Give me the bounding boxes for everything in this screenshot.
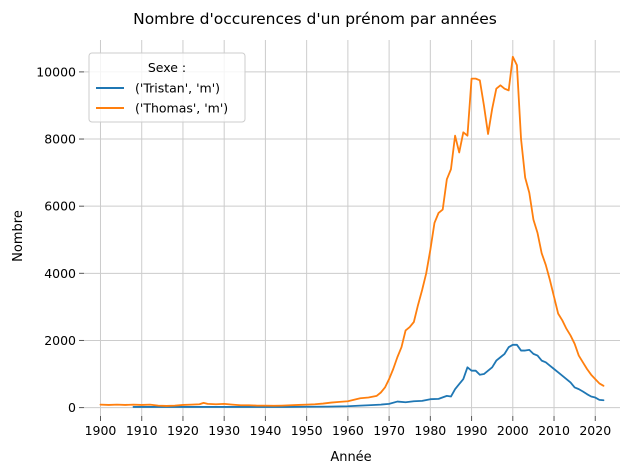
legend-label-tristan: ('Tristan', 'm')	[135, 81, 220, 96]
x-axis-label: Année	[330, 450, 371, 465]
x-tick-label: 1900	[85, 423, 117, 438]
x-tick-label: 1990	[456, 423, 488, 438]
x-tick-label: 1910	[126, 423, 158, 438]
x-tick-label: 2010	[538, 423, 570, 438]
series-line-tristan	[132, 343, 605, 408]
series-line-thomas	[99, 55, 605, 407]
x-tick-label: 1970	[373, 423, 405, 438]
chart-title: Nombre d'occurences d'un prénom par anné…	[133, 10, 497, 28]
x-tick-label: 1960	[332, 423, 364, 438]
y-axis-ticks: 0 2000 4000 6000 8000 10000	[36, 64, 84, 415]
y-axis-label: Nombre	[11, 210, 26, 262]
legend: Sexe : ('Tristan', 'm') ('Thomas', 'm')	[88, 52, 246, 123]
x-tick-label: 1920	[167, 423, 199, 438]
x-tick-label: 1940	[250, 423, 282, 438]
legend-label-thomas: ('Thomas', 'm')	[135, 101, 228, 116]
x-tick-label: 1980	[414, 423, 446, 438]
x-tick-label: 1950	[291, 423, 323, 438]
y-tick-label: 0	[68, 400, 76, 415]
y-tick-label: 4000	[44, 266, 76, 281]
legend-title: Sexe :	[148, 60, 186, 75]
y-tick-label: 2000	[44, 333, 76, 348]
y-tick-label: 8000	[44, 132, 76, 147]
y-tick-label: 10000	[36, 64, 76, 79]
x-tick-label: 2000	[497, 423, 529, 438]
x-tick-label: 1930	[208, 423, 240, 438]
x-axis-ticks: 1900 1910 1920 1930 1940 1950 1960 1970 1980 1990…	[85, 416, 611, 438]
x-tick-label: 2020	[579, 423, 611, 438]
series-lines	[99, 55, 605, 408]
legend-box	[88, 52, 246, 123]
y-tick-label: 6000	[44, 199, 76, 214]
